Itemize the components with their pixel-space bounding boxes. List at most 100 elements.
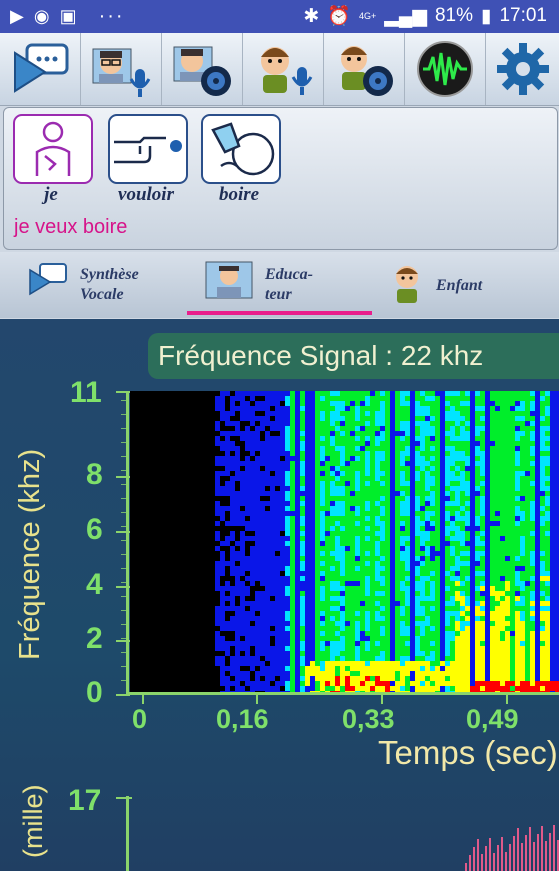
heatmap-cell bbox=[285, 691, 290, 692]
heatmap-cell bbox=[335, 691, 340, 692]
heatmap-cell bbox=[365, 541, 370, 546]
heatmap-cell bbox=[255, 596, 260, 601]
heatmap-cell bbox=[485, 526, 490, 531]
heatmap-cell bbox=[260, 641, 265, 646]
heatmap-cell bbox=[430, 501, 435, 506]
heatmap-cell bbox=[470, 401, 475, 406]
heatmap-cell bbox=[270, 461, 275, 466]
heatmap-cell bbox=[510, 461, 515, 466]
educator-record-button[interactable] bbox=[81, 33, 162, 105]
heatmap-cell bbox=[550, 461, 555, 466]
heatmap-cell bbox=[460, 541, 465, 546]
tab-educateur[interactable]: Educa- teur bbox=[187, 252, 372, 318]
heatmap-cell bbox=[425, 466, 430, 471]
heatmap-cell bbox=[550, 396, 555, 401]
heatmap-cell bbox=[480, 556, 485, 561]
heatmap-cell bbox=[505, 471, 510, 476]
heatmap-cell bbox=[475, 501, 480, 506]
heatmap-cell bbox=[505, 681, 510, 686]
heatmap-cell bbox=[260, 406, 265, 411]
heatmap-cell bbox=[265, 536, 270, 541]
heatmap-cell bbox=[435, 411, 440, 416]
heatmap-cell bbox=[445, 536, 450, 541]
heatmap-cell bbox=[410, 476, 415, 481]
heatmap-cell bbox=[360, 466, 365, 471]
heatmap-cell bbox=[450, 586, 455, 591]
heatmap-cell bbox=[550, 486, 555, 491]
spectrum-button[interactable] bbox=[405, 33, 486, 105]
heatmap-cell bbox=[360, 521, 365, 526]
heatmap-cell bbox=[545, 686, 550, 691]
speech-synthesis-button[interactable] bbox=[0, 33, 81, 105]
heatmap-cell bbox=[555, 606, 559, 611]
heatmap-cell bbox=[245, 641, 250, 646]
heatmap-cell bbox=[435, 531, 440, 536]
heatmap-cell bbox=[460, 561, 465, 566]
heatmap-cell bbox=[290, 436, 295, 441]
heatmap-cell bbox=[340, 631, 345, 636]
heatmap-cell bbox=[415, 641, 420, 646]
heatmap-cell bbox=[330, 576, 335, 581]
heatmap-cell bbox=[430, 586, 435, 591]
heatmap-cell bbox=[230, 601, 235, 606]
heatmap-cell bbox=[295, 466, 300, 471]
heatmap-cell bbox=[290, 636, 295, 641]
heatmap-cell bbox=[330, 611, 335, 616]
heatmap-cell bbox=[440, 481, 445, 486]
child-record-button[interactable] bbox=[243, 33, 324, 105]
heatmap-cell bbox=[310, 476, 315, 481]
heatmap-cell bbox=[405, 481, 410, 486]
heatmap-cell bbox=[435, 616, 440, 621]
heatmap-cell bbox=[235, 661, 240, 666]
heatmap-cell bbox=[470, 606, 475, 611]
heatmap-cell bbox=[520, 671, 525, 676]
heatmap-cell bbox=[480, 411, 485, 416]
heatmap-cell bbox=[420, 536, 425, 541]
educator-play-button[interactable] bbox=[162, 33, 243, 105]
heatmap-cell bbox=[440, 601, 445, 606]
heatmap-cell bbox=[425, 626, 430, 631]
heatmap-cell bbox=[245, 566, 250, 571]
heatmap-cell bbox=[290, 446, 295, 451]
heatmap-cell bbox=[335, 471, 340, 476]
heatmap-cell bbox=[495, 606, 500, 611]
heatmap-cell bbox=[355, 606, 360, 611]
heatmap-cell bbox=[305, 526, 310, 531]
heatmap-cell bbox=[550, 561, 555, 566]
heatmap-cell bbox=[495, 666, 500, 671]
pictogram-card-boire[interactable] bbox=[201, 114, 281, 184]
heatmap-cell bbox=[520, 536, 525, 541]
heatmap-cell bbox=[550, 626, 555, 631]
heatmap-cell bbox=[415, 556, 420, 561]
heatmap-cell bbox=[410, 451, 415, 456]
heatmap-cell bbox=[525, 506, 530, 511]
heatmap-cell bbox=[395, 596, 400, 601]
heatmap-cell bbox=[425, 621, 430, 626]
heatmap-cell bbox=[555, 451, 559, 456]
heatmap-cell bbox=[435, 416, 440, 421]
pictogram-card-je[interactable] bbox=[13, 114, 93, 184]
heatmap-cell bbox=[490, 396, 495, 401]
heatmap-cell bbox=[500, 496, 505, 501]
pictogram-card-vouloir[interactable] bbox=[108, 114, 188, 184]
heatmap-cell bbox=[545, 446, 550, 451]
tab-synthese-vocale[interactable]: Synthèse Vocale bbox=[0, 252, 180, 318]
heatmap-cell bbox=[325, 541, 330, 546]
heatmap-cell bbox=[525, 481, 530, 486]
heatmap-cell bbox=[220, 411, 225, 416]
heatmap-cell bbox=[340, 526, 345, 531]
settings-button[interactable] bbox=[486, 33, 559, 105]
tab-enfant[interactable]: Enfant bbox=[380, 252, 559, 318]
heatmap-cell bbox=[455, 466, 460, 471]
heatmap-cell bbox=[425, 651, 430, 656]
heatmap-cell bbox=[350, 571, 355, 576]
heatmap-cell bbox=[535, 576, 540, 581]
heatmap-cell bbox=[340, 596, 345, 601]
heatmap-cell bbox=[530, 526, 535, 531]
child-play-button[interactable] bbox=[324, 33, 405, 105]
heatmap-cell bbox=[275, 481, 280, 486]
heatmap-cell bbox=[460, 396, 465, 401]
heatmap-cell bbox=[375, 501, 380, 506]
heatmap-cell bbox=[240, 556, 245, 561]
heatmap-cell bbox=[260, 681, 265, 686]
